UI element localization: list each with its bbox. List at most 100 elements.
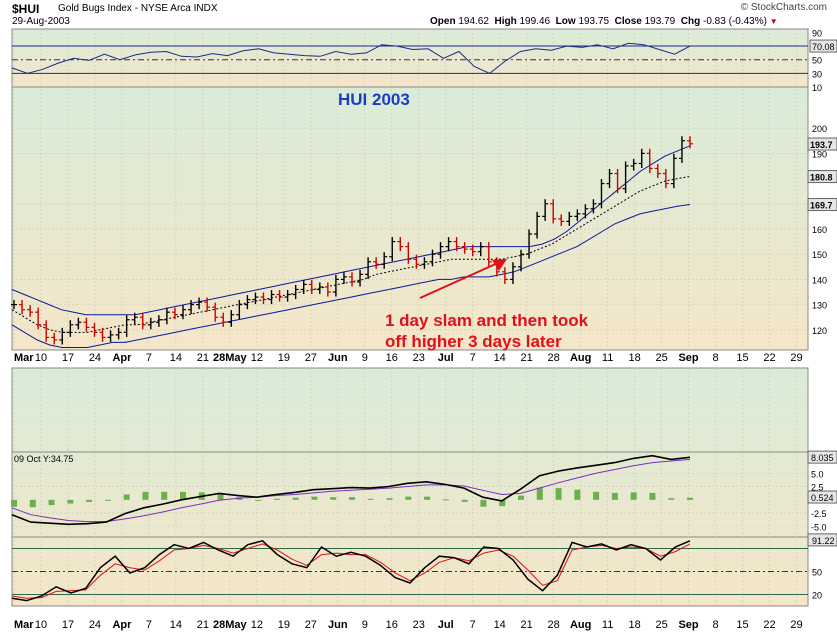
macd-histogram-bar <box>180 491 186 500</box>
x-tick-label-bottom: 27 <box>305 619 317 631</box>
annotation-arrow-shaft <box>419 261 501 299</box>
x-tick-label-bottom: 23 <box>413 619 425 631</box>
macd-histogram-bar <box>123 494 130 500</box>
close-label: Close <box>614 16 642 27</box>
macd-y-tick-label: 8.035 <box>811 453 834 463</box>
macd-histogram-bar <box>424 496 431 500</box>
price-value-box <box>807 137 837 151</box>
macd-histogram-bar <box>330 497 337 500</box>
macd-histogram-bar <box>104 499 111 501</box>
chg-down-icon: ▼ <box>769 17 778 26</box>
macd-histogram-bar <box>593 491 600 500</box>
x-tick-label-bottom: 21 <box>521 619 533 631</box>
rsi-y-tick-label: 30 <box>812 69 822 79</box>
price-y-tick-label: 150 <box>812 250 827 260</box>
macd-y-tick-label: -2.5 <box>811 509 827 519</box>
x-tick-label-top: Jun <box>328 352 348 364</box>
x-tick-label-top: 7 <box>146 352 152 364</box>
x-tick-label-bottom: 28 <box>548 619 560 631</box>
price-value-label: 169.7 <box>810 201 833 211</box>
x-tick-label-top: 17 <box>62 352 74 364</box>
symbol-name: Gold Bugs Index - NYSE Arca INDX <box>58 3 218 14</box>
price-value-label: 193.7 <box>810 140 833 150</box>
macd-value-box <box>807 450 837 464</box>
macd-histogram-bar <box>668 498 675 500</box>
rsi-y-tick-label: 90 <box>812 28 822 38</box>
symbol: $HUI <box>12 2 40 16</box>
macd-line <box>11 454 691 526</box>
macd-signal-line <box>11 458 691 523</box>
x-tick-label-bottom: 9 <box>362 619 368 631</box>
x-tick-label-bottom: 19 <box>278 619 290 631</box>
macd-histogram-bar <box>442 499 449 501</box>
x-tick-label-top: Apr <box>112 352 132 364</box>
price-value-label: 180.8 <box>810 173 833 183</box>
x-tick-label-bottom: 21 <box>197 619 209 631</box>
macd-histogram-bar <box>273 498 280 500</box>
x-tick-label-top: 8 <box>712 352 718 364</box>
macd-histogram-bar <box>574 489 581 500</box>
rsi-y-tick-label: 50 <box>812 56 822 66</box>
annotation-arrow-head <box>492 259 507 271</box>
macd-histogram-bar <box>11 499 17 507</box>
macd-y-tick-label: 0.524 <box>811 493 834 503</box>
macd-label: 09 Oct Y:34.75 <box>14 454 73 464</box>
macd-histogram-bar <box>217 492 224 500</box>
macd-histogram-bar <box>86 499 93 502</box>
price-y-tick-label: 140 <box>812 275 827 285</box>
rsi-panel-bg <box>11 28 809 88</box>
x-tick-label-top: Mar <box>14 352 34 364</box>
chg-value: -0.83 (-0.43%) <box>703 16 767 27</box>
low-label: Low <box>555 16 576 27</box>
rsi-y-tick-label: 70.08 <box>812 42 835 52</box>
chart-title: HUI 2003 <box>338 90 410 109</box>
brand-link[interactable]: © StockCharts.com <box>740 2 827 13</box>
x-tick-label-bottom: 18 <box>628 619 640 631</box>
x-tick-label-bottom: Jul <box>438 619 454 631</box>
macd-histogram-bar <box>67 499 74 504</box>
x-tick-label-bottom: 10 <box>35 619 47 631</box>
stoch-y-tick-label: 50 <box>812 568 822 578</box>
x-tick-label-top: 25 <box>655 352 667 364</box>
x-tick-label-top: 21 <box>197 352 209 364</box>
macd-histogram-bar <box>161 491 168 500</box>
x-tick-label-bottom: 14 <box>494 619 506 631</box>
macd-histogram-bar <box>48 499 55 506</box>
macd-histogram-bar <box>142 491 149 500</box>
macd-histogram-bar <box>687 497 693 500</box>
high-value: 199.46 <box>519 16 551 27</box>
x-tick-label-top: 28May <box>213 352 248 364</box>
ma-middle-line <box>11 176 691 333</box>
x-tick-label-bottom: 7 <box>470 619 476 631</box>
stoch-value-box <box>807 533 837 547</box>
macd-histogram-bar <box>367 498 374 500</box>
price-value-box <box>807 198 837 212</box>
stoch-fast-line <box>11 539 691 602</box>
x-tick-label-top: Sep <box>678 352 698 364</box>
macd-histogram-bar <box>349 497 355 500</box>
macd-histogram-bar <box>518 495 524 500</box>
x-tick-label-top: 29 <box>790 352 802 364</box>
x-tick-label-bottom: 25 <box>655 619 667 631</box>
price-panel-bg <box>11 86 809 351</box>
high-label: High <box>494 16 517 27</box>
x-tick-label-bottom: 8 <box>712 619 718 631</box>
open-value: 194.62 <box>458 16 489 27</box>
x-tick-label-bottom: 17 <box>62 619 74 631</box>
x-tick-label-top: 12 <box>251 352 263 364</box>
stoch-y-tick-label: 91.22 <box>812 536 835 546</box>
x-tick-label-bottom: 24 <box>89 619 101 631</box>
low-value: 193.75 <box>578 16 610 27</box>
ma-upper-line <box>11 145 691 316</box>
macd-histogram-bar <box>386 498 393 500</box>
annotation-line-1: 1 day slam and then took <box>385 311 589 330</box>
x-tick-label-bottom: Aug <box>570 619 591 631</box>
close-value: 193.79 <box>644 16 676 27</box>
x-tick-label-bottom: 16 <box>386 619 398 631</box>
chart-date: 29-Aug-2003 <box>12 16 70 27</box>
x-tick-label-top: Jul <box>438 352 454 364</box>
x-tick-label-bottom: Apr <box>112 619 132 631</box>
x-tick-label-top: 23 <box>413 352 425 364</box>
macd-histogram-bar <box>480 499 487 507</box>
macd-histogram-bar <box>630 492 637 500</box>
